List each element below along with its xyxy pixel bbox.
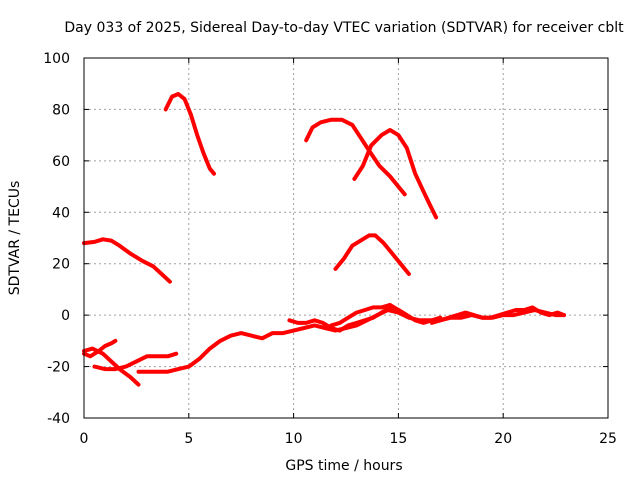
series-trace-7 — [82, 346, 141, 387]
y-tick-label: 80 — [52, 102, 70, 118]
y-tick-label: 100 — [43, 51, 70, 67]
series-layer — [82, 92, 566, 387]
series-trace-6 — [82, 338, 118, 359]
series-trace-11 — [329, 302, 409, 328]
series-trace-10 — [287, 305, 443, 333]
series-trace-12 — [429, 305, 566, 325]
y-tick-label: -20 — [47, 360, 70, 376]
y-tick-label: 60 — [52, 154, 70, 170]
chart-title: Day 033 of 2025, Sidereal Day-to-day VTE… — [64, 20, 624, 36]
grid — [84, 58, 608, 418]
y-tick-label: 20 — [52, 257, 70, 273]
x-tick-label: 10 — [285, 431, 303, 447]
series-trace-2 — [163, 92, 216, 176]
y-tick-label: 0 — [61, 308, 70, 324]
series-trace-1 — [82, 237, 172, 284]
x-tick-label: 25 — [599, 431, 617, 447]
series-trace-5 — [333, 233, 411, 276]
x-tick-label: 15 — [389, 431, 407, 447]
x-tick-label: 20 — [494, 431, 512, 447]
plot-frame — [83, 57, 609, 419]
x-tick-label: 0 — [80, 431, 89, 447]
y-tick-label: 40 — [52, 205, 70, 221]
series-trace-9 — [136, 308, 566, 374]
series-trace-8 — [92, 351, 179, 372]
series-trace-3 — [304, 117, 407, 197]
x-tick-label: 5 — [184, 431, 193, 447]
y-tick-label: -40 — [47, 411, 70, 427]
axis-ticks: 0 5 10 15 20 25 -40 -20 0 20 40 60 80 100 — [43, 51, 617, 447]
series-trace-4 — [352, 128, 439, 220]
x-axis-label: GPS time / hours — [285, 458, 402, 474]
y-axis-label: SDTVAR / TECUs — [7, 181, 23, 296]
